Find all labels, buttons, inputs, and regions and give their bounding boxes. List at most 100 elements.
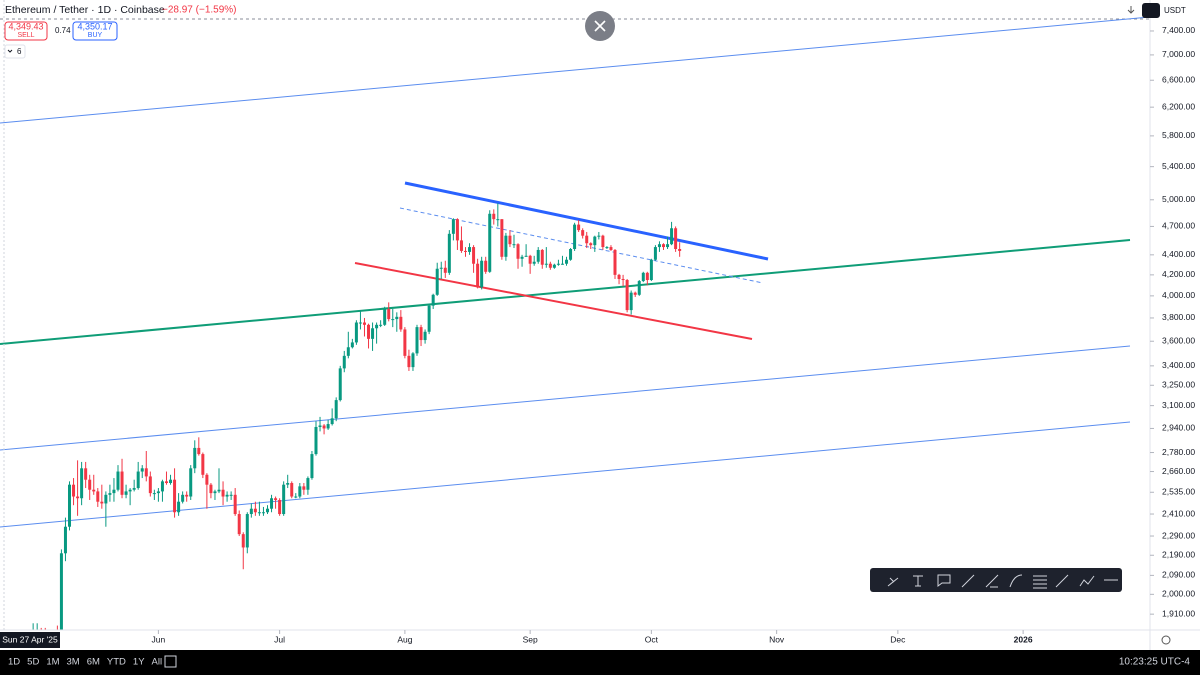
range-button[interactable]: 1Y <box>133 657 145 668</box>
range-button[interactable]: 3M <box>67 657 80 668</box>
y-tick-label: 3,100.00 <box>1162 400 1195 410</box>
range-button[interactable]: 1D <box>8 657 20 668</box>
candle-body <box>540 249 544 265</box>
candle-body <box>492 213 496 220</box>
candle-body <box>314 426 318 455</box>
y-tick-label: 6,600.00 <box>1162 74 1195 84</box>
candle-body <box>257 512 261 514</box>
candle-body <box>100 501 104 504</box>
candle-body <box>362 322 366 325</box>
candle-body <box>189 468 193 497</box>
candle-body <box>197 447 201 455</box>
candle-body <box>645 272 649 281</box>
range-button[interactable]: All <box>152 657 163 668</box>
y-tick-label: 5,800.00 <box>1162 130 1195 140</box>
candle-body <box>496 219 500 221</box>
indicators-toggle[interactable] <box>4 44 26 59</box>
candle-body <box>132 488 136 490</box>
candle-body <box>286 483 290 485</box>
range-button[interactable]: 5D <box>27 657 39 668</box>
candle-body <box>148 476 152 494</box>
candle-body <box>209 484 213 494</box>
candle-body <box>581 230 585 236</box>
candle-body <box>265 508 269 513</box>
candle-body <box>201 454 205 475</box>
candle-body <box>528 255 532 264</box>
candles <box>32 203 682 630</box>
candle-body <box>565 259 569 264</box>
candle-body <box>160 481 164 492</box>
candle-body <box>447 233 451 273</box>
candle-body <box>120 471 124 495</box>
candle-body <box>455 219 459 241</box>
range-button[interactable]: 1M <box>46 657 59 668</box>
candle-body <box>431 294 435 306</box>
candle-body <box>593 236 597 246</box>
candle-body <box>76 496 80 499</box>
settings-icon[interactable] <box>1161 635 1171 645</box>
candle-body <box>245 514 249 548</box>
sell-button[interactable] <box>4 21 48 41</box>
y-tick-label: 2,660.00 <box>1162 466 1195 476</box>
candle-body <box>112 489 116 494</box>
y-tick-label: 2,190.00 <box>1162 550 1195 560</box>
candle-body <box>354 322 358 343</box>
price-change: −28.97 (−1.59%) <box>162 5 237 16</box>
trendline <box>0 16 1150 124</box>
close-icon <box>594 20 606 32</box>
candle-body <box>524 255 528 257</box>
currency: USDT <box>1164 6 1186 15</box>
candle-body <box>278 499 282 515</box>
axes: 7,400.00 7,000.00 6,600.00 6,200.00 5,800.00… <box>152 25 1196 644</box>
tool-icons <box>887 574 1118 589</box>
buy-button[interactable] <box>72 21 118 41</box>
y-tick-label: 4,200.00 <box>1162 269 1195 279</box>
indicator-count: 6 <box>17 47 22 56</box>
candle-body <box>217 489 221 492</box>
arrow-icon <box>1127 6 1135 14</box>
candle-body <box>346 347 350 356</box>
calendar-icon[interactable] <box>164 655 177 668</box>
candle-body <box>367 324 371 339</box>
chevron <box>7 49 13 53</box>
range-buttons: 1D 5D 1M 3M 6M YTD 1Y All <box>8 657 162 668</box>
trendline <box>399 207 764 284</box>
y-tick-label: 2,535.00 <box>1162 487 1195 497</box>
bottom-bar <box>0 650 1200 675</box>
candle-body <box>556 263 560 265</box>
range-button[interactable]: YTD <box>107 657 126 668</box>
y-tick-label: 3,400.00 <box>1162 360 1195 370</box>
y-tick-label: 2,290.00 <box>1162 530 1195 540</box>
candle-body <box>407 355 411 368</box>
candle-body <box>666 244 670 248</box>
candle-body <box>560 263 564 265</box>
candle-body <box>290 483 294 497</box>
candle-body <box>661 244 665 248</box>
y-tick-label: 2,000.00 <box>1162 589 1195 599</box>
y-tick-label: 2,940.00 <box>1162 423 1195 433</box>
scale-toggle[interactable] <box>1142 3 1160 18</box>
candle-body <box>439 267 443 269</box>
candle-body <box>249 508 253 515</box>
candle-body <box>532 261 536 264</box>
candle-body <box>298 486 302 497</box>
candle-body <box>233 494 237 515</box>
trendline <box>0 345 1131 451</box>
range-button[interactable]: 6M <box>87 657 100 668</box>
candle-body <box>302 486 306 490</box>
candle-body <box>371 328 375 339</box>
candle-body <box>670 228 674 245</box>
x-tick-label: Dec <box>890 634 906 644</box>
candle-body <box>104 494 108 504</box>
candle-body <box>334 400 338 419</box>
candle-body <box>193 447 197 469</box>
candle-body <box>605 247 609 249</box>
candle-body <box>326 424 330 429</box>
candle-body <box>613 249 617 275</box>
y-tick-label: 5,000.00 <box>1162 194 1195 204</box>
candle-body <box>177 501 181 513</box>
x-tick-label: Oct <box>645 634 659 644</box>
trendline <box>0 421 1131 528</box>
candle-body <box>585 235 589 244</box>
